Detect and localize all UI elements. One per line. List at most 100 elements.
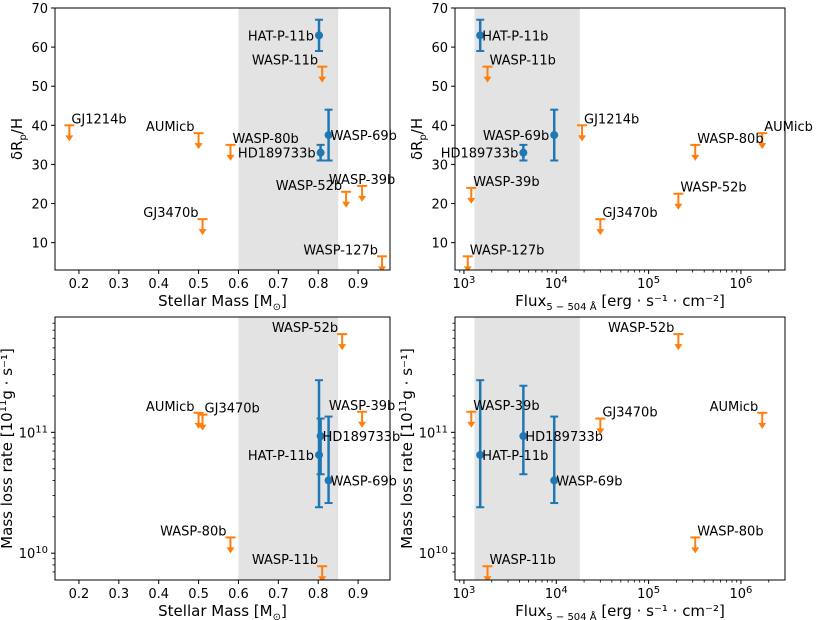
upper-limit-label: WASP-39b bbox=[473, 399, 539, 414]
detection-label: HAT-P-11b bbox=[482, 29, 548, 44]
detection-point bbox=[476, 379, 485, 509]
y-tick-label-exp: 11 bbox=[435, 424, 448, 435]
detection-point bbox=[550, 108, 559, 162]
upper-limit-label: WASP-127b bbox=[303, 243, 378, 258]
x-tick-label: 0.7 bbox=[268, 587, 289, 602]
label-layer: WASP-11bGJ1214bAUMicbWASP-80bWASP-52bWAS… bbox=[71, 29, 397, 258]
y-tick-label: 1011 bbox=[419, 424, 448, 441]
y-tick-label-exp: 11 bbox=[35, 424, 48, 435]
upper-limit-head bbox=[596, 428, 605, 435]
upper-limit-head bbox=[674, 344, 683, 351]
detection-point bbox=[324, 415, 333, 505]
x-axis-label: Flux5 − 504 Å [erg · s⁻¹ · cm⁻²] bbox=[515, 602, 725, 620]
y-axis-label-main: Mass loss rate [10 bbox=[0, 412, 16, 548]
data-layer bbox=[64, 18, 388, 270]
y-tick-label: 40 bbox=[431, 119, 448, 134]
x-axis-label-sub: 5 − 504 Å bbox=[546, 610, 596, 620]
x-tick-label: 103 bbox=[452, 275, 475, 292]
x-tick-label-exp: 3 bbox=[469, 275, 475, 286]
x-tick-label: 0.2 bbox=[69, 277, 90, 292]
upper-limit-head bbox=[463, 266, 472, 270]
y-tick-label: 40 bbox=[31, 119, 48, 134]
y-tick-label: 20 bbox=[431, 198, 448, 213]
x-tick-label: 0.4 bbox=[148, 277, 169, 292]
detection-point bbox=[316, 143, 325, 162]
x-tick-label: 105 bbox=[637, 585, 660, 602]
y-axis-label-end: /H bbox=[408, 118, 426, 134]
upper-limit-marker bbox=[595, 218, 606, 236]
x-tick-label-base: 10 bbox=[729, 587, 746, 602]
upper-limit-marker bbox=[193, 132, 204, 150]
y-tick-label-base: 10 bbox=[19, 426, 36, 441]
upper-limit-marker bbox=[462, 255, 473, 270]
label-layer: WASP-52b WASP-39b GJ3470b AUMicb WASP-80b WAS… bbox=[473, 321, 763, 568]
x-tick-label: 106 bbox=[729, 585, 752, 602]
x-tick-label-exp: 6 bbox=[746, 585, 752, 596]
x-tick-label: 0.9 bbox=[348, 277, 369, 292]
x-tick-label-base: 10 bbox=[729, 277, 746, 292]
upper-limit-label: WASP-52b bbox=[272, 321, 338, 336]
detection-label: WASP-69b bbox=[331, 129, 397, 144]
detection-marker bbox=[519, 432, 528, 441]
x-axis-label: Stellar Mass [M⊙] bbox=[158, 602, 287, 620]
upper-limit-label: WASP-52b bbox=[276, 179, 342, 194]
panel-flux_drp: 103 104 105 10610203040506070WASP-11bGJ1214… bbox=[408, 2, 813, 313]
detection-marker bbox=[550, 131, 559, 140]
data-layer bbox=[193, 333, 368, 580]
detection-point bbox=[316, 417, 325, 476]
y-axis-label: δRp/H bbox=[8, 118, 29, 160]
detection-label: HD189733b bbox=[525, 430, 603, 445]
upper-limit-head bbox=[65, 135, 74, 142]
upper-limit-marker bbox=[197, 218, 208, 236]
upper-limit-head bbox=[596, 229, 605, 236]
detection-label: HAT-P-11b bbox=[482, 449, 548, 464]
upper-limit-head bbox=[483, 76, 492, 83]
upper-limit-marker bbox=[317, 65, 328, 83]
upper-limit-head bbox=[467, 421, 476, 428]
axes-frame bbox=[54, 316, 391, 581]
x-tick-label-exp: 3 bbox=[469, 585, 475, 596]
y-tick-label: 70 bbox=[31, 2, 48, 17]
upper-limit-head bbox=[358, 195, 367, 202]
detection-marker bbox=[519, 148, 528, 157]
upper-limit-label: WASP-39b bbox=[329, 399, 395, 414]
data-layer bbox=[462, 18, 768, 270]
y-tick-label: 60 bbox=[431, 41, 448, 56]
upper-limit-label: GJ1214b bbox=[71, 112, 126, 127]
upper-limit-label: WASP-52b bbox=[608, 321, 674, 336]
upper-limit-marker bbox=[357, 184, 368, 202]
x-axis-label-main: Flux bbox=[515, 292, 546, 310]
axes-frame bbox=[54, 7, 391, 271]
y-axis-label-end: /H bbox=[8, 118, 26, 134]
y-axis-label: δRp/H bbox=[408, 118, 429, 160]
upper-limit-marker bbox=[577, 124, 588, 142]
upper-limit-marker bbox=[341, 190, 352, 208]
x-tick-label: 0.8 bbox=[308, 587, 329, 602]
x-tick-label: 0.6 bbox=[228, 587, 249, 602]
y-axis-label-main: δR bbox=[8, 141, 26, 161]
upper-limit-marker bbox=[757, 132, 768, 150]
y-axis-label-sub: p bbox=[18, 134, 29, 140]
x-tick-label-exp: 6 bbox=[746, 275, 752, 286]
upper-limit-marker bbox=[225, 536, 236, 554]
upper-limit-marker bbox=[690, 143, 701, 161]
x-tick-label: 0.4 bbox=[148, 587, 169, 602]
x-tick-label-exp: 5 bbox=[654, 585, 660, 596]
upper-limit-head bbox=[467, 197, 476, 204]
upper-limit-label: AUMicb bbox=[146, 120, 195, 135]
y-axis-label-sup: 11 bbox=[398, 400, 409, 413]
upper-limit-label: WASP-11b bbox=[252, 553, 318, 568]
shaded-region bbox=[474, 317, 580, 580]
x-axis-label-end: [erg · s⁻¹ · cm⁻²] bbox=[597, 602, 725, 620]
x-tick-label-base: 10 bbox=[452, 277, 469, 292]
upper-limit-marker bbox=[673, 333, 684, 351]
upper-limit-marker bbox=[690, 536, 701, 554]
x-axis-label-sub: 5 − 504 Å bbox=[546, 300, 596, 313]
x-tick-label: 103 bbox=[452, 585, 475, 602]
shaded-region bbox=[474, 8, 580, 270]
detection-marker bbox=[316, 148, 325, 157]
upper-limit-head bbox=[318, 76, 327, 83]
detection-point bbox=[519, 384, 528, 476]
